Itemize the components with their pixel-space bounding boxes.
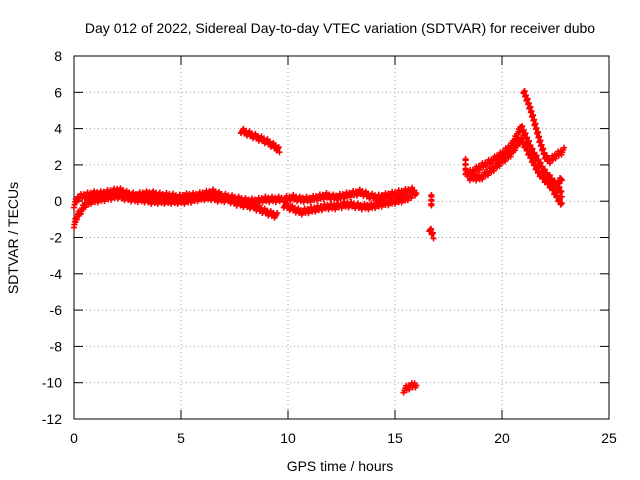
data-point [534, 164, 541, 171]
data-point [533, 124, 540, 131]
data-point [536, 133, 543, 140]
data-point [527, 103, 534, 110]
data-point [522, 92, 529, 99]
x-tick-label: 10 [280, 430, 296, 446]
data-point [525, 100, 532, 107]
y-tick-label: -12 [42, 411, 62, 427]
data-point [543, 176, 550, 183]
data-point [551, 177, 558, 184]
data-point [555, 179, 562, 186]
data-point [430, 235, 437, 242]
data-point [532, 120, 539, 127]
data-point [532, 160, 539, 167]
data-point [530, 111, 537, 118]
y-tick-label: -10 [42, 375, 62, 391]
data-point [552, 188, 559, 195]
data-point [413, 190, 420, 197]
data-point [520, 127, 527, 134]
x-tick-label: 20 [494, 430, 510, 446]
data-point [543, 152, 550, 159]
x-tick-label: 0 [70, 430, 78, 446]
data-point [518, 134, 525, 141]
data-point [537, 137, 544, 144]
data-point [526, 149, 533, 156]
y-tick-label: -8 [50, 338, 63, 354]
data-point [531, 116, 538, 123]
data-point [520, 138, 527, 145]
data-point [462, 165, 469, 172]
x-axis-label: GPS time / hours [287, 458, 394, 474]
axis-ticks: 0 5 10 15 20 25 -12 -10 -8 -6 -4 -2 0 2 4 6 8 [42, 48, 617, 446]
y-tick-label: -6 [50, 302, 63, 318]
data-point [528, 108, 535, 115]
y-axis-label: SDTVAR / TECUs [5, 182, 21, 294]
grid [74, 56, 609, 419]
data-point [537, 159, 544, 166]
data-point [524, 146, 531, 153]
data-point [274, 209, 281, 216]
data-point [533, 152, 540, 159]
chart-title: Day 012 of 2022, Sidereal Day-to-day VTE… [85, 20, 595, 36]
data-point [538, 170, 545, 177]
data-point [558, 188, 565, 195]
data-point [558, 200, 565, 207]
data-point [538, 141, 545, 148]
data-point [523, 142, 530, 149]
data-point [428, 200, 435, 207]
data-point [428, 225, 435, 232]
x-tick-label: 25 [601, 430, 617, 446]
y-tick-label: 6 [54, 84, 62, 100]
y-tick-label: -2 [50, 230, 63, 246]
y-tick-label: 2 [54, 157, 62, 173]
data-point [521, 88, 528, 95]
data-point [557, 174, 564, 181]
data-point [275, 144, 282, 151]
data-point [524, 134, 531, 141]
x-tick-label: 5 [177, 430, 185, 446]
data-point [541, 166, 548, 173]
data-point [519, 123, 526, 130]
data-point [524, 95, 531, 102]
data-point [525, 137, 532, 144]
data-point [535, 128, 542, 135]
data-point [522, 130, 529, 137]
data-point [528, 153, 535, 160]
x-tick-label: 15 [387, 430, 403, 446]
data-point [554, 192, 561, 199]
data-points [71, 88, 568, 396]
y-tick-label: 8 [54, 48, 62, 64]
y-tick-label: 4 [54, 121, 62, 137]
data-point [330, 191, 337, 198]
y-tick-label: -4 [50, 266, 63, 282]
data-point [429, 229, 436, 236]
data-point [548, 181, 555, 188]
data-point [546, 172, 553, 179]
data-point [276, 149, 283, 156]
data-point [561, 144, 568, 151]
data-point [413, 382, 420, 389]
data-point [540, 145, 547, 152]
data-point [557, 195, 564, 202]
data-point [554, 184, 561, 191]
data-point [539, 163, 546, 170]
data-point [550, 185, 557, 192]
y-tick-label: 0 [54, 193, 62, 209]
data-point [530, 156, 537, 163]
